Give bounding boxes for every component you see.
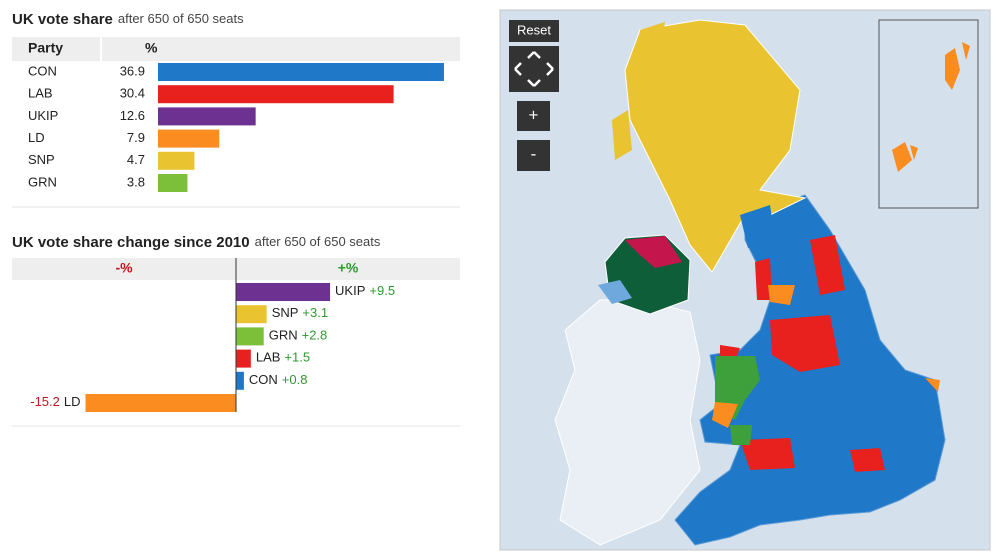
- chart-subtitle: after 650 of 650 seats: [118, 11, 244, 26]
- bar: [158, 63, 444, 81]
- bar: [236, 371, 244, 390]
- party-label: GRN: [269, 328, 298, 343]
- bar-label: LAB +1.5: [256, 350, 310, 365]
- bar: [236, 327, 264, 346]
- value-label: 4.7: [127, 152, 145, 167]
- northern-isles: [892, 42, 970, 172]
- labour-areas: [720, 235, 885, 472]
- bar: [85, 394, 237, 412]
- column-header: +%: [338, 260, 359, 276]
- party-label: LAB: [256, 350, 281, 365]
- borders: [740, 205, 775, 248]
- bar-label: GRN +2.8: [269, 328, 328, 343]
- chart-title: UK vote share change since 2010: [12, 234, 250, 251]
- bar: [158, 85, 394, 104]
- wales-plaid: [715, 356, 760, 445]
- party-label: CON: [249, 372, 278, 387]
- value-label: +9.5: [369, 283, 395, 298]
- reset-button[interactable]: [509, 20, 559, 42]
- zoom-out-label: -: [531, 144, 537, 163]
- bar: [158, 151, 195, 170]
- reset-label: Reset: [517, 22, 551, 37]
- ireland: [554, 299, 701, 546]
- party-label: LAB: [28, 86, 53, 101]
- bar: [158, 174, 188, 192]
- ni-dup: [625, 236, 682, 268]
- ni-uup: [598, 280, 632, 304]
- party-label: UKIP: [28, 108, 58, 123]
- zoom-out-button[interactable]: [517, 140, 550, 171]
- header-row: [12, 37, 460, 61]
- value-label: 7.9: [127, 130, 145, 145]
- value-label: +2.8: [302, 328, 328, 343]
- value-label: +0.8: [282, 372, 308, 387]
- party-label: UKIP: [335, 283, 365, 298]
- value-label: -15.2: [30, 394, 60, 409]
- value-label: 3.8: [127, 174, 145, 189]
- party-label: LD: [64, 394, 81, 409]
- chart-heading: UK vote share change since 2010 after 650…: [12, 234, 381, 251]
- zoom-in-button[interactable]: [517, 101, 550, 131]
- chart-subtitle: after 650 of 650 seats: [255, 234, 381, 249]
- map[interactable]: Reset + -: [499, 9, 991, 551]
- bar-label: -15.2 LD: [30, 394, 80, 409]
- party-label: SNP: [28, 152, 55, 167]
- chart-title: UK vote share: [12, 11, 113, 28]
- bar: [158, 129, 220, 148]
- party-label: CON: [28, 63, 57, 78]
- column-header: Party: [28, 40, 63, 56]
- value-label: +3.1: [302, 306, 328, 321]
- party-label: LD: [28, 130, 45, 145]
- party-label: SNP: [272, 306, 299, 321]
- bar: [236, 349, 251, 368]
- column-header: -%: [115, 260, 133, 276]
- zoom-in-label: +: [529, 105, 539, 124]
- bar-label: CON +0.8: [249, 372, 308, 387]
- pan-arrows: [514, 51, 554, 87]
- value-label: 36.9: [120, 63, 145, 78]
- party-label: GRN: [28, 174, 57, 189]
- value-label: 12.6: [120, 108, 145, 123]
- scottish-islands: [612, 22, 665, 160]
- inset-frame: [878, 19, 979, 209]
- bar-label: UKIP +9.5: [335, 283, 395, 298]
- bar: [236, 283, 331, 301]
- chart-heading: UK vote share after 650 of 650 seats: [12, 11, 244, 28]
- column-header: %: [145, 40, 158, 56]
- bar-label: SNP +3.1: [272, 306, 328, 321]
- value-label: 30.4: [120, 86, 145, 101]
- bar: [236, 305, 267, 324]
- value-label: +1.5: [284, 350, 310, 365]
- bar: [158, 107, 256, 126]
